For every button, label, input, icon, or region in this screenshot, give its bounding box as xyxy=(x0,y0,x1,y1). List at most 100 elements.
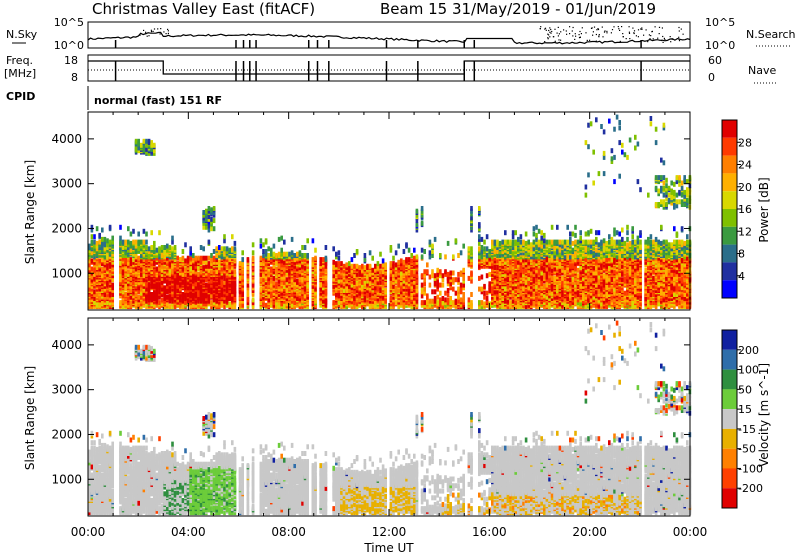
power-cell xyxy=(184,258,187,264)
power-cell xyxy=(446,278,450,284)
power-cell xyxy=(150,292,153,297)
power-cell xyxy=(301,262,304,268)
power-cell xyxy=(168,245,172,250)
power-cell xyxy=(212,218,216,224)
power-cell xyxy=(202,246,205,252)
power-cell xyxy=(207,206,211,211)
power-cell xyxy=(160,247,164,253)
power-cell xyxy=(124,285,127,291)
power-cell xyxy=(283,302,286,308)
power-cell xyxy=(350,296,354,301)
power-cell xyxy=(322,266,325,272)
power-cell xyxy=(129,267,133,273)
power-cell xyxy=(137,297,140,303)
power-cell xyxy=(101,275,104,281)
power-cell xyxy=(491,294,494,300)
nsearch-point xyxy=(604,30,606,32)
power-cell xyxy=(220,285,224,291)
power-cell xyxy=(179,257,182,263)
power-cell xyxy=(480,289,484,295)
power-cell xyxy=(402,249,406,254)
power-cell xyxy=(210,207,213,213)
power-cell xyxy=(522,281,525,287)
power-cell xyxy=(103,240,107,246)
power-cell xyxy=(524,277,528,283)
power-cell xyxy=(220,269,224,275)
nsearch-point xyxy=(678,40,681,42)
power-cell xyxy=(470,274,473,280)
nsearch-point xyxy=(544,28,546,30)
power-cell xyxy=(181,297,185,303)
power-cell xyxy=(90,283,94,289)
power-cell xyxy=(194,263,198,269)
power-cell xyxy=(449,296,452,301)
power-cell xyxy=(176,261,179,267)
power-cell xyxy=(277,261,281,267)
power-cell xyxy=(379,274,382,280)
power-cell xyxy=(423,249,426,254)
nsearch-point xyxy=(551,30,553,33)
power-cell xyxy=(420,254,424,260)
nsearch-point xyxy=(558,39,560,41)
power-cell xyxy=(241,277,244,283)
nsky-gaps xyxy=(114,40,642,48)
power-cell xyxy=(314,293,317,299)
power-cell xyxy=(319,271,322,277)
power-cell xyxy=(405,257,408,263)
power-cell xyxy=(153,142,156,148)
power-cell xyxy=(519,283,523,289)
power-cell xyxy=(501,257,504,263)
power-cell xyxy=(215,251,218,257)
nsearch-point xyxy=(619,40,621,42)
power-cell xyxy=(137,245,140,250)
power-cell xyxy=(410,283,413,289)
power-cell xyxy=(467,257,471,263)
power-cell xyxy=(233,294,237,300)
nsearch-point xyxy=(552,36,554,38)
power-cell xyxy=(129,257,133,263)
power-cell xyxy=(145,301,148,307)
power-cell xyxy=(106,279,109,285)
power-cell xyxy=(355,292,359,297)
power-cell xyxy=(452,254,455,260)
power-cell xyxy=(212,275,216,281)
nsearch-point xyxy=(629,38,631,40)
power-cell xyxy=(88,286,91,292)
power-cell xyxy=(233,240,237,246)
power-cell xyxy=(470,270,473,276)
power-cell xyxy=(98,258,101,264)
power-cell xyxy=(283,286,286,292)
power-cell xyxy=(267,293,270,299)
power-cell xyxy=(93,251,96,257)
power-cell xyxy=(363,253,367,258)
power-cell xyxy=(514,246,517,252)
nsky-tick-top: 10^5 xyxy=(54,16,84,29)
power-cell xyxy=(111,269,114,275)
power-cell xyxy=(259,243,263,249)
power-cell xyxy=(280,247,283,253)
power-cell xyxy=(134,283,138,289)
power-cell xyxy=(423,300,426,306)
power-cell xyxy=(470,206,473,211)
power-cell xyxy=(207,297,211,303)
power-cell xyxy=(415,222,419,228)
power-cell xyxy=(358,265,361,271)
power-cell xyxy=(524,292,528,297)
power-cell xyxy=(426,298,429,304)
power-cell xyxy=(361,289,364,295)
power-cell xyxy=(153,267,156,273)
power-cell xyxy=(272,279,276,285)
power-cell xyxy=(132,243,135,249)
nsearch-point xyxy=(678,36,680,38)
power-cell xyxy=(127,259,130,265)
power-cell xyxy=(238,261,242,267)
power-cell xyxy=(522,250,525,256)
power-cell xyxy=(129,240,133,246)
power-cell xyxy=(303,245,307,250)
power-cell xyxy=(532,301,536,307)
power-cell xyxy=(311,301,315,307)
power-cell xyxy=(371,277,374,283)
power-cell xyxy=(207,282,211,288)
power-cell xyxy=(511,230,515,236)
power-cell xyxy=(384,288,387,293)
